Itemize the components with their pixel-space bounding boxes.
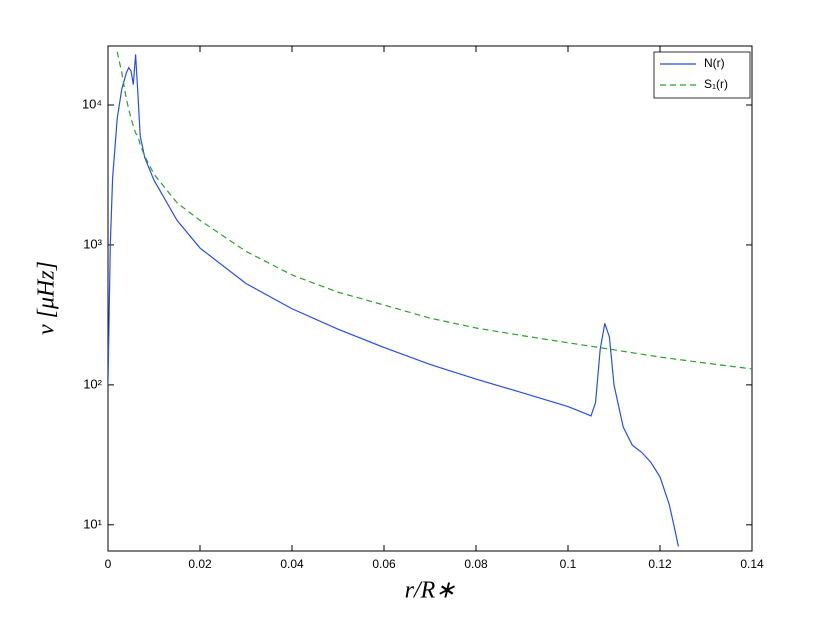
- y-tick-label: 10⁴: [82, 96, 102, 111]
- x-tick-label: 0.1: [560, 557, 577, 571]
- x-tick-label: 0.02: [188, 557, 212, 571]
- y-axis-label: ν [μHz]: [34, 261, 60, 335]
- x-tick-label: 0.14: [740, 557, 764, 571]
- x-tick-label: 0.06: [372, 557, 396, 571]
- series-line: [108, 54, 679, 547]
- plot-lines: [108, 51, 752, 547]
- series-line: [116, 51, 752, 370]
- legend-label: S₁(r): [704, 77, 728, 91]
- plot-area: [107, 45, 753, 552]
- x-tick-label: 0.12: [648, 557, 672, 571]
- y-tick-label: 10³: [83, 236, 102, 251]
- x-tick-label: 0: [105, 557, 112, 571]
- y-tick-label: 10²: [83, 376, 102, 391]
- legend-box: [653, 51, 751, 99]
- legend-label: N(r): [704, 56, 725, 70]
- x-tick-label: 0.08: [464, 557, 488, 571]
- y-tick-label: 10¹: [83, 516, 102, 531]
- x-axis-label: r/R∗: [405, 578, 456, 604]
- x-tick-label: 0.04: [280, 557, 304, 571]
